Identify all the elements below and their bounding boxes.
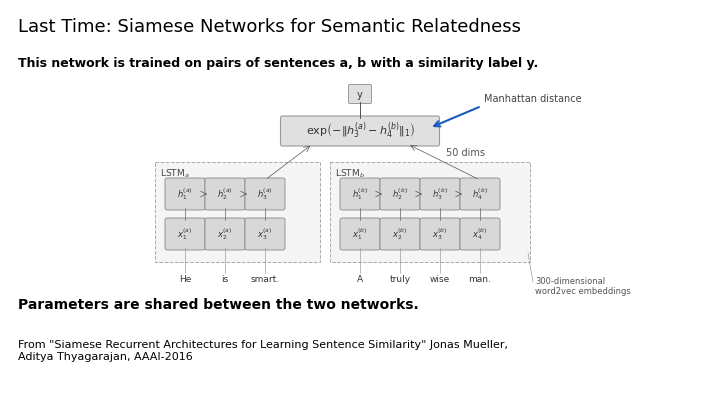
Text: $h_2^{(b)}$: $h_2^{(b)}$ xyxy=(392,186,408,202)
Text: truly: truly xyxy=(390,275,410,284)
FancyBboxPatch shape xyxy=(380,178,420,210)
Text: A: A xyxy=(357,275,363,284)
Text: y: y xyxy=(357,90,363,100)
FancyBboxPatch shape xyxy=(340,218,380,250)
Text: This network is trained on pairs of sentences a, b with a similarity label y.: This network is trained on pairs of sent… xyxy=(18,57,539,70)
FancyBboxPatch shape xyxy=(205,178,245,210)
Text: wise: wise xyxy=(430,275,450,284)
FancyBboxPatch shape xyxy=(460,178,500,210)
Text: $x_3^{(a)}$: $x_3^{(a)}$ xyxy=(257,226,273,242)
Text: man.: man. xyxy=(469,275,492,284)
Text: From "Siamese Recurrent Architectures for Learning Sentence Similarity" Jonas Mu: From "Siamese Recurrent Architectures fo… xyxy=(18,340,508,362)
Text: $h_3^{(a)}$: $h_3^{(a)}$ xyxy=(257,186,273,202)
Text: $\mathrm{LSTM}_a$: $\mathrm{LSTM}_a$ xyxy=(160,167,189,179)
FancyBboxPatch shape xyxy=(245,178,285,210)
FancyBboxPatch shape xyxy=(205,218,245,250)
Text: He: He xyxy=(179,275,192,284)
Text: $x_3^{(b)}$: $x_3^{(b)}$ xyxy=(432,226,448,242)
FancyBboxPatch shape xyxy=(330,162,530,262)
Text: $\mathrm{LSTM}_b$: $\mathrm{LSTM}_b$ xyxy=(335,167,365,179)
FancyBboxPatch shape xyxy=(420,178,460,210)
Text: $x_1^{(a)}$: $x_1^{(a)}$ xyxy=(177,226,193,242)
Text: $h_2^{(a)}$: $h_2^{(a)}$ xyxy=(217,186,233,202)
FancyBboxPatch shape xyxy=(165,178,205,210)
Text: $h_4^{(b)}$: $h_4^{(b)}$ xyxy=(472,186,488,202)
Text: $x_1^{(b)}$: $x_1^{(b)}$ xyxy=(352,226,368,242)
FancyBboxPatch shape xyxy=(155,162,320,262)
Text: $h_3^{(b)}$: $h_3^{(b)}$ xyxy=(432,186,448,202)
FancyBboxPatch shape xyxy=(281,116,439,146)
Text: $h_1^{(b)}$: $h_1^{(b)}$ xyxy=(352,186,368,202)
Text: 300-dimensional
word2vec embeddings: 300-dimensional word2vec embeddings xyxy=(535,277,631,296)
Text: $x_2^{(a)}$: $x_2^{(a)}$ xyxy=(217,226,233,242)
FancyBboxPatch shape xyxy=(420,218,460,250)
Text: $x_2^{(b)}$: $x_2^{(b)}$ xyxy=(392,226,408,242)
FancyBboxPatch shape xyxy=(165,218,205,250)
FancyBboxPatch shape xyxy=(348,85,372,104)
Text: 50 dims: 50 dims xyxy=(446,148,485,158)
FancyBboxPatch shape xyxy=(340,178,380,210)
FancyBboxPatch shape xyxy=(245,218,285,250)
Text: Last Time: Siamese Networks for Semantic Relatedness: Last Time: Siamese Networks for Semantic… xyxy=(18,18,521,36)
Text: Manhattan distance: Manhattan distance xyxy=(485,94,582,104)
Text: $\exp\!\left(-\|h_3^{(a)}-h_4^{(b)}\|_1\right)$: $\exp\!\left(-\|h_3^{(a)}-h_4^{(b)}\|_1\… xyxy=(305,121,415,141)
Text: Parameters are shared between the two networks.: Parameters are shared between the two ne… xyxy=(18,298,419,312)
Text: smart.: smart. xyxy=(251,275,279,284)
Text: $x_4^{(b)}$: $x_4^{(b)}$ xyxy=(472,226,487,242)
FancyBboxPatch shape xyxy=(460,218,500,250)
FancyBboxPatch shape xyxy=(380,218,420,250)
Text: is: is xyxy=(221,275,229,284)
Text: $h_1^{(a)}$: $h_1^{(a)}$ xyxy=(177,186,193,202)
